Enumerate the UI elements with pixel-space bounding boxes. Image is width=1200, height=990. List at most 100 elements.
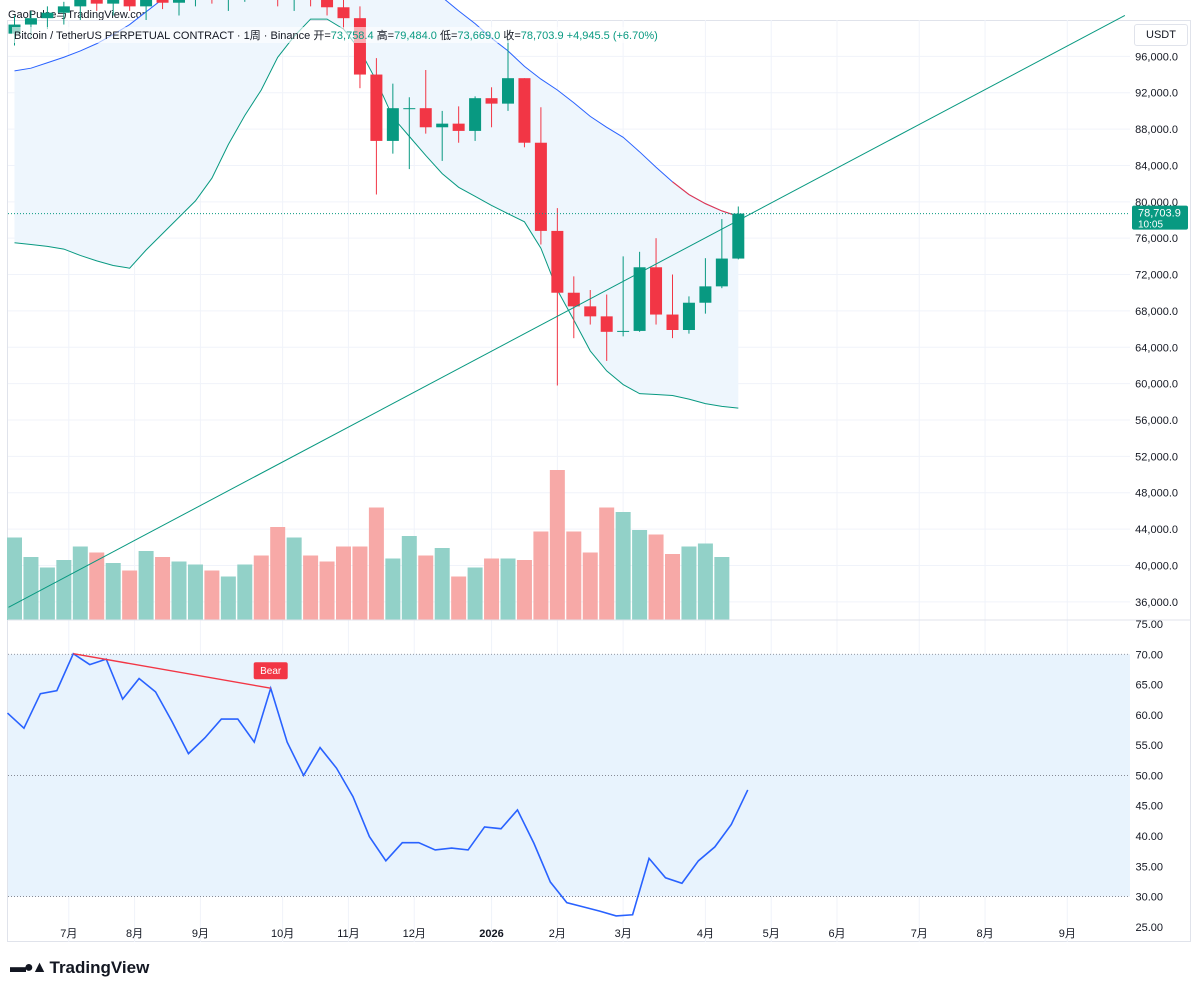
price-tick-label: 44,000.0	[1135, 524, 1178, 536]
brand-name: TradingView	[49, 958, 150, 977]
candle-body	[370, 74, 383, 141]
volume-bar	[237, 564, 253, 620]
volume-bar	[516, 560, 532, 620]
candle-body	[617, 330, 630, 332]
volume-bar	[23, 557, 39, 620]
time-tick-label: 8月	[976, 928, 993, 940]
time-tick-label: 9月	[1059, 928, 1076, 940]
legend-low: 73,669.0	[457, 30, 501, 42]
candle-body	[600, 316, 613, 332]
volume-bar	[220, 576, 236, 620]
candle-body	[337, 7, 350, 19]
candle-body	[24, 18, 37, 25]
currency-button[interactable]: USDT	[1134, 24, 1188, 46]
last-price-label: 78,703.9	[1138, 208, 1181, 220]
volume-bar	[549, 470, 565, 620]
time-tick-label: 11月	[337, 928, 359, 940]
volume-bar	[484, 558, 500, 620]
time-tick-label: 2月	[549, 928, 566, 940]
candle-body	[502, 78, 514, 104]
tradingview-logo-icon: ▬●▲	[10, 959, 47, 976]
bear-label: Bear	[260, 666, 282, 677]
price-tick-label: 36,000.0	[1135, 597, 1178, 609]
candle-body	[666, 314, 679, 330]
candle-body	[567, 292, 580, 307]
candle-body	[452, 123, 465, 131]
price-tick-label: 76,000.0	[1135, 233, 1178, 245]
candle-body	[41, 12, 54, 19]
candle-body	[403, 108, 416, 110]
volume-bar	[253, 555, 269, 620]
candlesticks	[8, 0, 745, 386]
time-axis: 7月 8月 9月 10月 11月 12月 2026 2月 3月 4月 5月 6月 7月 8月 9月	[60, 928, 1076, 940]
price-tick-label: 48,000.0	[1135, 488, 1178, 500]
price-tick-label: 92,000.0	[1135, 88, 1178, 100]
rsi-tick-label: 60.00	[1135, 710, 1163, 722]
price-tick-label: 96,000.0	[1135, 51, 1178, 63]
volume-bar	[286, 537, 302, 620]
candle-body	[534, 142, 547, 231]
time-tick-label: 8月	[126, 928, 143, 940]
volume-bar	[533, 531, 549, 620]
time-tick-label: 3月	[615, 928, 632, 940]
time-tick-label: 6月	[828, 928, 845, 940]
candle-body	[140, 0, 153, 7]
countdown-label: 10:05	[1138, 220, 1163, 231]
volume-bar	[7, 537, 22, 620]
candle-body	[90, 0, 103, 4]
price-axis: 36,000.0 40,000.0 44,000.0 48,000.0 52,000.0…	[8, 51, 1188, 609]
candle-body	[699, 286, 712, 303]
candle-body	[436, 123, 449, 128]
rsi-tick-label: 45.00	[1135, 801, 1163, 813]
volume-bar	[39, 567, 55, 620]
volume-bar	[171, 561, 187, 620]
price-tick-label: 72,000.0	[1135, 270, 1178, 282]
volume-bar	[187, 564, 203, 620]
rsi-tick-label: 65.00	[1135, 680, 1163, 692]
time-tick-label: 7月	[60, 928, 77, 940]
candle-body	[321, 0, 334, 8]
volume-bar	[582, 552, 598, 620]
tradingview-branding: ▬●▲ TradingView	[10, 958, 149, 978]
candle-body	[485, 98, 498, 104]
volume-bar	[319, 561, 335, 620]
volume-bar	[500, 558, 516, 620]
volume-bar	[648, 534, 664, 620]
time-tick-label: 7月	[911, 928, 928, 940]
legend-high-label: 高	[376, 30, 388, 42]
candle-body	[107, 0, 120, 4]
volume-bar	[105, 563, 121, 620]
volume-bar	[401, 536, 417, 620]
volume-bar	[138, 551, 154, 620]
volume-bar	[681, 546, 697, 620]
price-tick-label: 52,000.0	[1135, 451, 1178, 463]
candle-body	[633, 267, 646, 331]
volume-bar	[665, 554, 680, 620]
legend-change: +4,945.5 (+6.70%)	[566, 30, 658, 42]
candle-body	[518, 78, 531, 143]
volume-bar	[632, 530, 648, 620]
candle-body	[584, 306, 597, 317]
rsi-pane: 25.00 30.00 35.00 40.00 45.00 50.00 55.00 60.00…	[6, 619, 1163, 934]
candle-body	[74, 0, 87, 7]
legend-high: 79,484.0	[394, 30, 437, 42]
rsi-tick-label: 40.00	[1135, 831, 1163, 843]
price-tick-label: 88,000.0	[1135, 124, 1178, 136]
volume-bar	[368, 507, 384, 620]
rsi-tick-label: 55.00	[1135, 740, 1163, 752]
legend-open-label: 开	[313, 30, 325, 42]
volume-bar	[451, 576, 467, 620]
volume-bar	[615, 512, 631, 620]
price-tick-label: 60,000.0	[1135, 379, 1178, 391]
candle-body	[123, 0, 136, 7]
chart-frame	[7, 20, 1191, 942]
last-price-tag	[1132, 205, 1188, 230]
rsi-tick-label: 30.00	[1135, 892, 1163, 904]
time-tick-label: 5月	[763, 928, 780, 940]
volume-bar	[566, 531, 582, 620]
price-tick-label: 68,000.0	[1135, 306, 1178, 318]
symbol-legend: Bitcoin / TetherUS PERPETUAL CONTRACT · …	[12, 27, 660, 43]
volume-bars	[7, 470, 730, 620]
candle-body	[57, 6, 70, 13]
